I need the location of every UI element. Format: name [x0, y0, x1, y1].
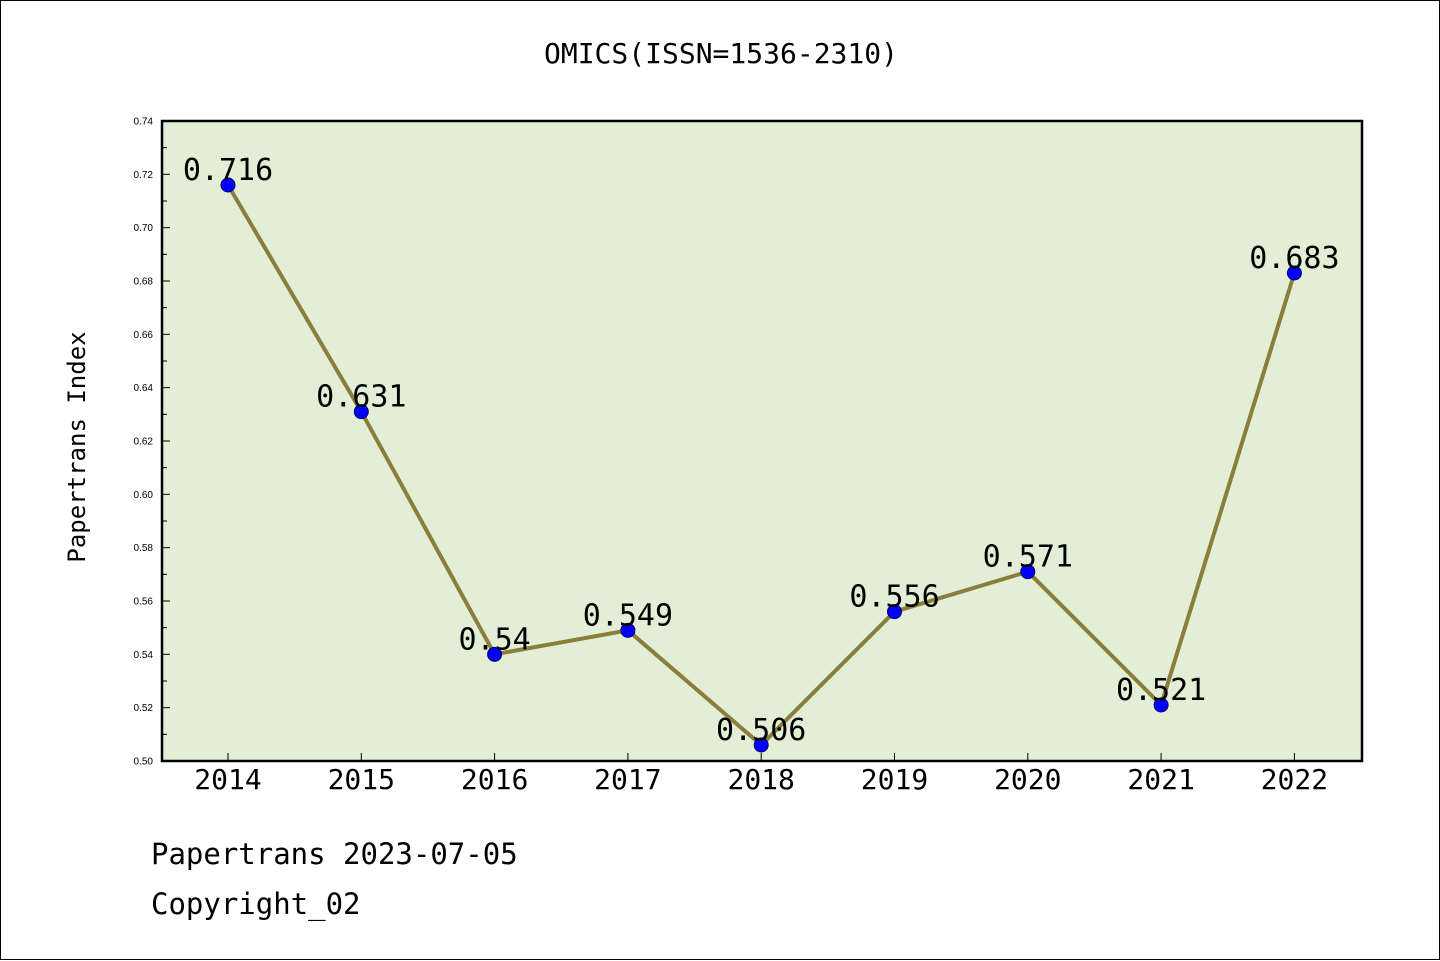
data-point: [1020, 564, 1036, 580]
y-tick-label: 0.74: [134, 117, 154, 128]
y-tick-label: 0.50: [134, 757, 154, 768]
data-point: [220, 177, 236, 193]
x-tick-label: 2022: [1261, 763, 1328, 796]
x-tick-label: 2019: [861, 763, 928, 796]
x-tick-label: 2018: [727, 763, 794, 796]
data-label: 0.631: [316, 380, 406, 415]
data-point: [620, 622, 636, 638]
x-tick-label: 2015: [328, 763, 395, 796]
y-tick-label: 0.58: [134, 543, 154, 554]
y-tick-label: 0.64: [134, 383, 154, 394]
y-tick-label: 0.68: [134, 277, 154, 288]
data-point: [487, 646, 503, 662]
y-tick-label: 0.66: [134, 330, 154, 341]
data-point: [353, 404, 369, 420]
data-point: [887, 604, 902, 620]
plot-border: [160, 119, 1364, 763]
data-label: 0.683: [1249, 241, 1339, 276]
y-tick-label: 0.56: [134, 597, 154, 608]
x-tick-label: 2016: [461, 763, 528, 796]
data-label: 0.506: [716, 713, 806, 748]
footer-date: Papertrans 2023-07-05: [151, 837, 518, 871]
data-label: 0.54: [458, 622, 530, 657]
y-tick-label: 0.62: [134, 437, 154, 448]
footer-copyright: Copyright_02: [151, 887, 361, 921]
data-point: [1153, 697, 1169, 713]
y-tick-label: 0.72: [134, 170, 154, 181]
data-point: [1286, 265, 1302, 281]
x-tick-label: 2017: [594, 763, 661, 796]
y-tick-label: 0.60: [134, 490, 154, 501]
y-tick-label: 0.70: [134, 223, 154, 234]
data-point: [753, 737, 769, 753]
data-label: 0.549: [583, 598, 673, 633]
y-tick-label: 0.52: [134, 703, 154, 714]
chart-title: OMICS(ISSN=1536-2310): [543, 37, 898, 70]
x-tick-label: 2021: [1127, 763, 1194, 796]
plot-area: [162, 121, 1362, 761]
data-label: 0.556: [849, 580, 939, 615]
x-tick-label: 2014: [194, 763, 261, 796]
x-tick-label: 2020: [994, 763, 1061, 796]
y-tick-label: 0.54: [134, 650, 154, 661]
data-label: 0.571: [983, 540, 1073, 575]
data-label: 0.716: [183, 153, 273, 188]
data-label: 0.521: [1116, 673, 1206, 708]
